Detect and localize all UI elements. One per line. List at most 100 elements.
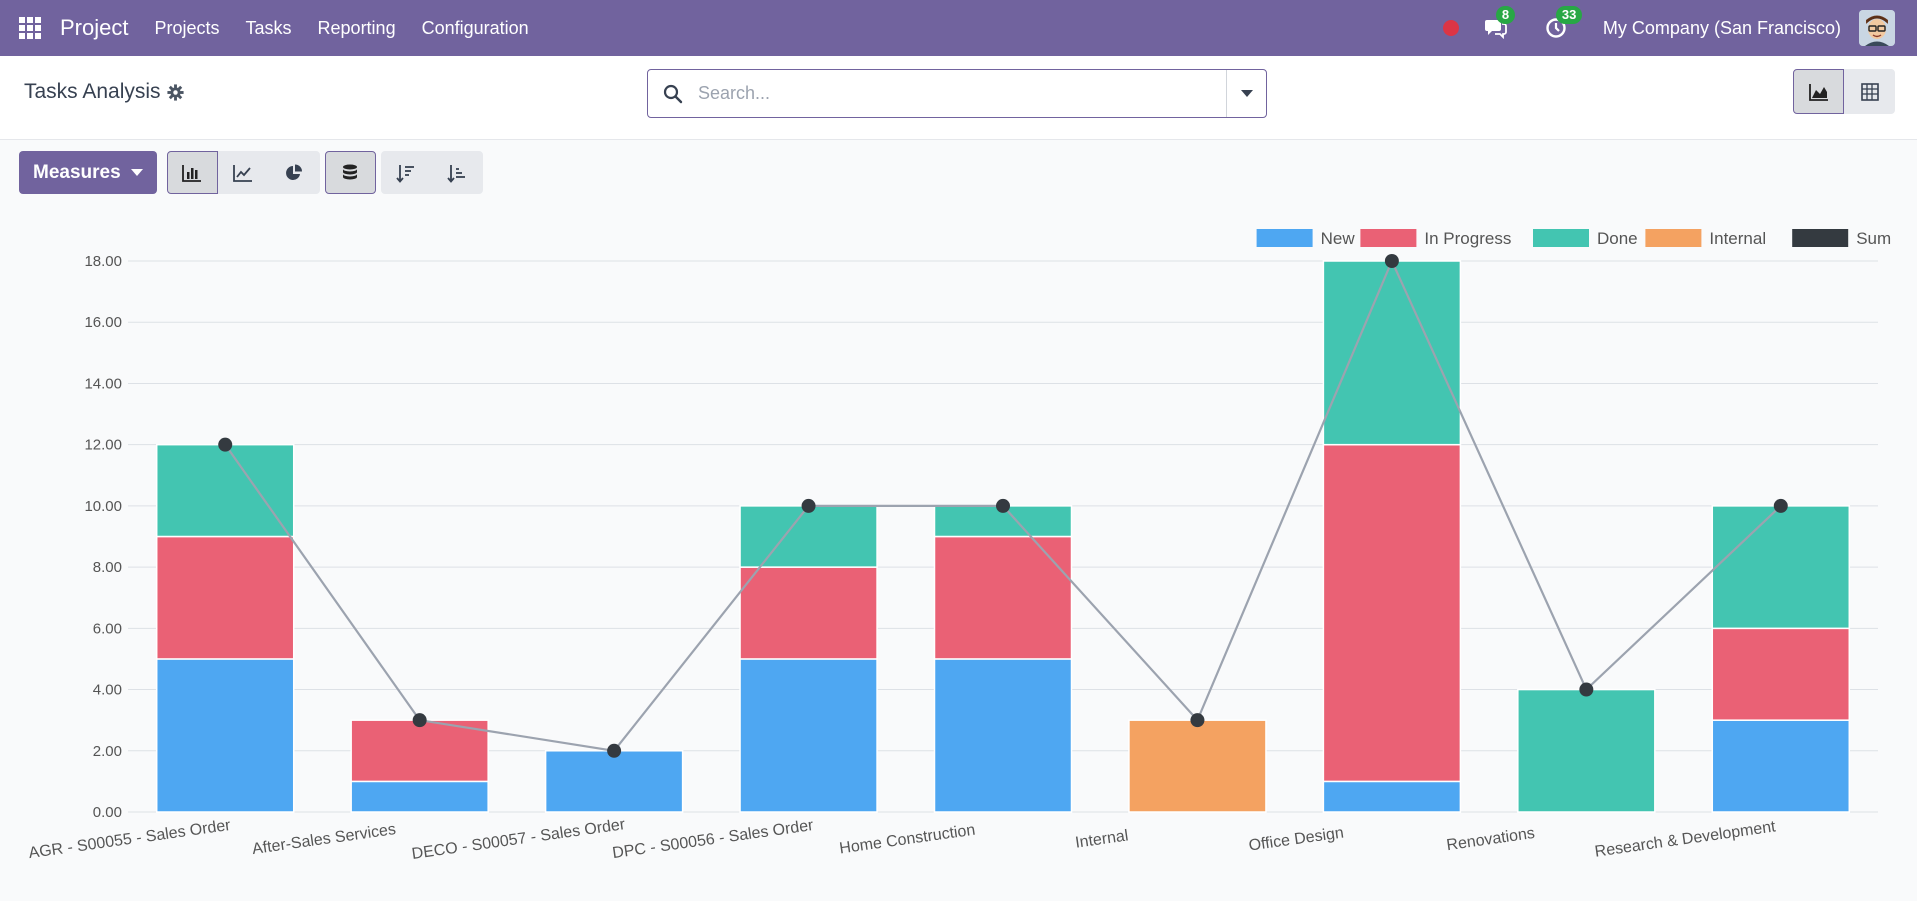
x-tick-label: Research & Development (1594, 818, 1777, 860)
database-stack-icon (343, 164, 358, 179)
bar-segment[interactable] (933, 535, 1073, 660)
stacked-button[interactable] (324, 151, 376, 194)
bar-segment[interactable] (350, 719, 489, 783)
search-bar (647, 69, 1267, 118)
control-panel: Tasks Analysis (0, 56, 1917, 140)
legend-label: New (1321, 229, 1356, 248)
sort-ascending-button[interactable] (431, 151, 483, 194)
area-chart-icon (1808, 83, 1828, 101)
legend-label: Done (1597, 229, 1638, 248)
user-avatar-icon (1859, 10, 1895, 46)
bar-segment[interactable] (1711, 627, 1851, 721)
y-tick-label: 12.00 (84, 437, 122, 454)
menu-projects[interactable]: Projects (154, 17, 220, 38)
bar-segment[interactable] (739, 566, 878, 660)
company-switcher[interactable]: My Company (San Francisco) (1602, 17, 1841, 38)
bar-segment[interactable] (1322, 443, 1462, 783)
search-options-toggle[interactable] (1226, 70, 1266, 117)
avatar[interactable] (1859, 10, 1895, 46)
y-tick-label: 8.00 (93, 559, 122, 576)
bar-segment[interactable] (739, 505, 878, 568)
x-tick-label: After-Sales Services (251, 821, 397, 858)
y-tick-label: 18.00 (84, 253, 122, 270)
stack-group (324, 151, 376, 194)
chart-type-group (166, 151, 320, 194)
gear-icon[interactable] (166, 83, 184, 101)
table-grid-icon (1860, 82, 1879, 101)
graph-view-button[interactable] (1793, 69, 1844, 114)
legend-swatch[interactable] (1360, 229, 1417, 247)
legend-label: In Progress (1424, 229, 1511, 248)
x-tick-label: Internal (1074, 827, 1129, 851)
bar-segment[interactable] (155, 658, 295, 813)
graph-toolbar: Measures (19, 151, 483, 194)
search-input[interactable] (698, 83, 1226, 104)
y-tick-label: 0.00 (93, 804, 122, 821)
breadcrumb: Tasks Analysis (24, 80, 184, 104)
pie-chart-button[interactable] (268, 151, 320, 194)
sum-point[interactable] (801, 498, 816, 513)
bar-segment[interactable] (1322, 780, 1462, 813)
tasks-bar-chart: 0.00 2.00 4.00 6.00 8.00 10.00 12.00 14.00 16.00… (28, 229, 1891, 863)
chevron-down-icon (1240, 89, 1253, 97)
sum-point[interactable] (412, 713, 427, 728)
sum-point[interactable] (1384, 254, 1399, 268)
bar-segment[interactable] (350, 780, 489, 813)
activities-badge: 33 (1555, 6, 1583, 24)
x-tick-label: DECO - S00057 - Sales Order (411, 816, 627, 863)
sort-ascending-icon (447, 164, 466, 183)
menu-configuration[interactable]: Configuration (421, 17, 529, 38)
menu-reporting[interactable]: Reporting (317, 17, 396, 38)
x-tick-label: AGR - S00055 - Sales Order (28, 817, 233, 862)
line-chart-icon (233, 164, 253, 182)
sum-point[interactable] (996, 498, 1010, 513)
view-switcher (1793, 69, 1895, 114)
chat-icon (1484, 20, 1507, 39)
search-icon[interactable] (648, 84, 698, 104)
page-title: Tasks Analysis (24, 80, 161, 103)
sort-descending-button[interactable] (380, 151, 432, 194)
x-tick-label: Home Construction (838, 822, 976, 858)
sum-point[interactable] (218, 437, 233, 452)
top-navbar: Project Projects Tasks Reporting Configu… (0, 0, 1917, 56)
bar-segment[interactable] (1322, 260, 1462, 446)
bar-chart-icon (182, 164, 202, 182)
red-dot-icon[interactable] (1442, 20, 1459, 36)
bar-segment[interactable] (155, 443, 295, 538)
bar-segment[interactable] (544, 750, 684, 813)
x-tick-label: Office Design (1248, 824, 1345, 854)
legend-swatch[interactable] (1792, 229, 1849, 247)
bar-segment[interactable] (1517, 688, 1656, 813)
app-brand[interactable]: Project (60, 15, 129, 40)
menu-tasks[interactable]: Tasks (245, 17, 292, 38)
sort-group (380, 151, 483, 194)
sum-point[interactable] (1190, 713, 1205, 728)
legend-label: Sum (1856, 229, 1891, 248)
apps-grid-icon[interactable] (0, 0, 60, 56)
legend-label: Internal (1709, 229, 1766, 248)
sum-point[interactable] (1579, 682, 1594, 697)
sum-point[interactable] (607, 743, 622, 758)
navbar-systray: 8 33 My Company (San Francisco) (1442, 0, 1917, 56)
line-chart-button[interactable] (217, 151, 269, 194)
bar-segment[interactable] (1711, 719, 1851, 813)
measures-label: Measures (33, 161, 121, 183)
activities-button[interactable]: 33 (1543, 6, 1583, 41)
messages-badge: 8 (1495, 6, 1516, 24)
bar-segment[interactable] (155, 535, 295, 660)
bar-chart-button[interactable] (166, 151, 218, 194)
sum-point[interactable] (1773, 498, 1788, 513)
bar-segment[interactable] (739, 658, 878, 813)
measures-button[interactable]: Measures (19, 151, 157, 194)
legend-swatch[interactable] (1533, 229, 1589, 247)
bar-segment[interactable] (933, 658, 1073, 813)
bar-segment[interactable] (1711, 505, 1851, 630)
messages-button[interactable]: 8 (1483, 6, 1516, 41)
legend-swatch[interactable] (1256, 229, 1313, 247)
x-tick-label: DPC - S00056 - Sales Order (611, 817, 815, 862)
y-tick-label: 6.00 (93, 620, 122, 637)
pivot-view-button[interactable] (1844, 69, 1895, 114)
bar-segment[interactable] (1128, 719, 1267, 813)
legend-swatch[interactable] (1645, 229, 1702, 247)
clock-icon (1546, 18, 1566, 38)
